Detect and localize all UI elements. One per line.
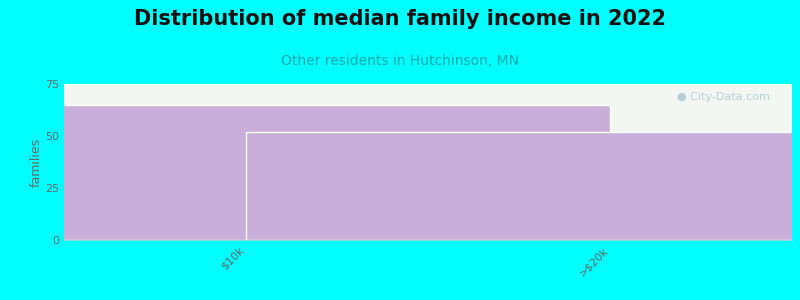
Y-axis label: families: families	[30, 137, 42, 187]
Text: ● City-Data.com: ● City-Data.com	[678, 92, 770, 102]
Bar	[246, 132, 800, 240]
Text: Distribution of median family income in 2022: Distribution of median family income in …	[134, 9, 666, 29]
Text: Other residents in Hutchinson, MN: Other residents in Hutchinson, MN	[281, 54, 519, 68]
Bar	[0, 105, 610, 240]
